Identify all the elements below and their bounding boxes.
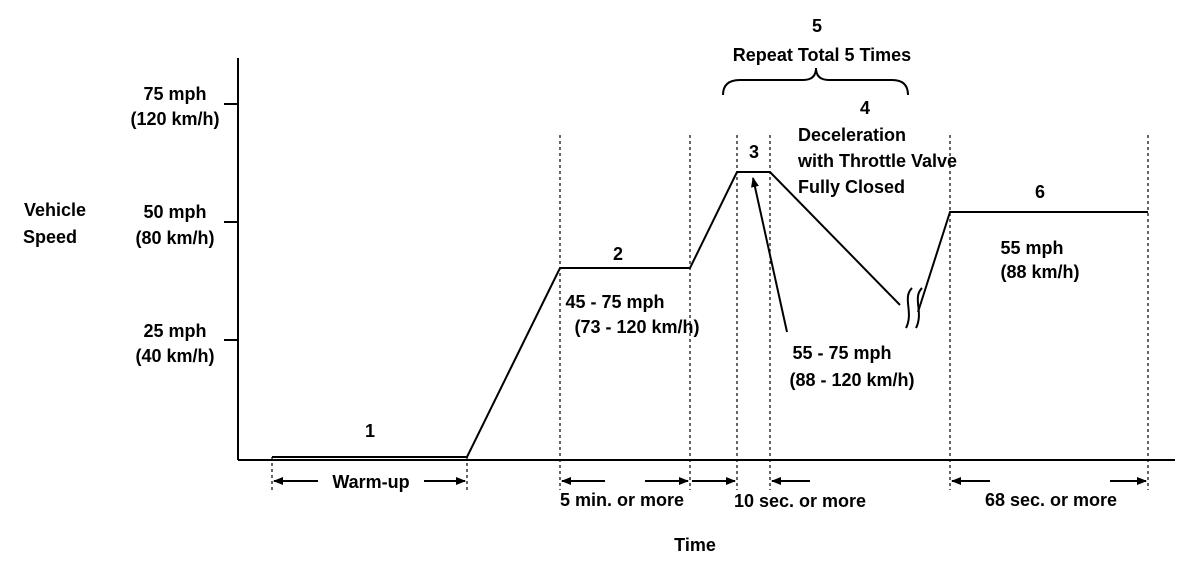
phase-6-label: 6 xyxy=(1035,182,1045,202)
tick-25-mph: 25 mph xyxy=(143,321,206,341)
duration-phase-2: 5 min. or more xyxy=(560,490,684,510)
phase-4-desc-3: Fully Closed xyxy=(798,177,905,197)
tick-75-mph: 75 mph xyxy=(143,84,206,104)
phase-3-speed-mph: 55 - 75 mph xyxy=(792,343,891,363)
duration-phase-3: 10 sec. or more xyxy=(734,491,866,511)
tick-75-kmh: (120 km/h) xyxy=(130,109,219,129)
phase-3-label: 3 xyxy=(749,142,759,162)
x-label-time: Time xyxy=(674,535,716,555)
y-label-speed: Speed xyxy=(23,227,77,247)
repeat-brace xyxy=(722,67,909,96)
phase-2-speed-mph: 45 - 75 mph xyxy=(565,292,664,312)
phase-5-desc: Repeat Total 5 Times xyxy=(733,45,911,65)
y-label-vehicle: Vehicle xyxy=(24,200,86,220)
phase-3-speed-kmh: (88 - 120 km/h) xyxy=(789,370,914,390)
phase-boundaries xyxy=(271,135,1149,490)
speed-profile-resume xyxy=(917,211,1148,313)
phase-1-label: 1 xyxy=(365,421,375,441)
phase-6-speed-mph: 55 mph xyxy=(1000,238,1063,258)
tick-50-kmh: (80 km/h) xyxy=(135,228,214,248)
phase3-pointer-arrow xyxy=(751,177,788,333)
phase-4-label: 4 xyxy=(860,98,870,118)
phase-2-label: 2 xyxy=(613,244,623,264)
phase-2-speed-kmh: (73 - 120 km/h) xyxy=(574,317,699,337)
speed-profile xyxy=(272,171,901,458)
phase-6-speed-kmh: (88 km/h) xyxy=(1000,262,1079,282)
tick-25-kmh: (40 km/h) xyxy=(135,346,214,366)
phase-4-desc-1: Deceleration xyxy=(798,125,906,145)
duration-warmup: Warm-up xyxy=(332,472,409,492)
break-squiggle-icon xyxy=(905,287,923,329)
duration-phase-6: 68 sec. or more xyxy=(985,490,1117,510)
tick-50-mph: 50 mph xyxy=(143,202,206,222)
phase-5-label: 5 xyxy=(812,16,822,36)
phase-4-desc-2: with Throttle Valve xyxy=(797,151,957,171)
